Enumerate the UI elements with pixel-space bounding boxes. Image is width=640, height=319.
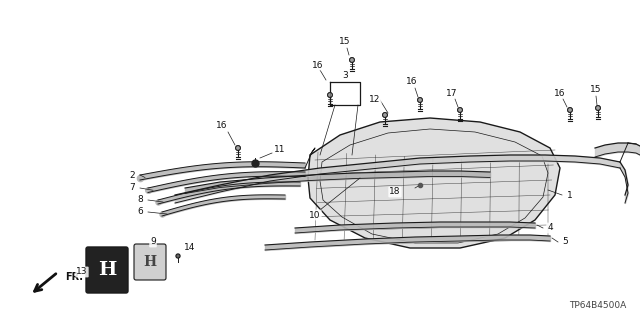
Circle shape [328,93,332,97]
Circle shape [349,58,355,63]
Text: 17: 17 [446,88,458,98]
Text: 1: 1 [567,190,573,199]
Text: 5: 5 [562,238,568,247]
Text: 10: 10 [309,211,321,219]
Text: 4: 4 [547,224,553,233]
Text: 16: 16 [312,61,324,70]
Polygon shape [308,118,560,248]
FancyBboxPatch shape [86,247,128,293]
Text: 16: 16 [406,78,418,86]
Circle shape [176,254,180,258]
Text: H: H [98,261,116,279]
Text: TP64B4500A: TP64B4500A [570,301,627,310]
Text: 18: 18 [389,188,401,197]
Text: 12: 12 [369,95,381,105]
Text: 8: 8 [137,196,143,204]
FancyBboxPatch shape [134,244,166,280]
Text: 9: 9 [150,238,156,247]
Text: FR.: FR. [65,272,83,282]
Text: 14: 14 [184,243,196,253]
Text: 3: 3 [342,70,348,79]
Circle shape [417,98,422,102]
Text: H: H [143,255,157,269]
Text: 2: 2 [129,170,135,180]
Text: 15: 15 [590,85,602,94]
Text: 6: 6 [137,207,143,217]
Text: 7: 7 [129,183,135,192]
Text: 16: 16 [216,121,228,130]
Text: 13: 13 [76,268,88,277]
Circle shape [596,106,600,110]
Circle shape [458,108,462,112]
Circle shape [236,145,241,150]
Text: 16: 16 [554,88,566,98]
Circle shape [383,113,387,117]
Text: 15: 15 [339,38,351,47]
Circle shape [568,108,572,112]
Text: 11: 11 [275,145,285,154]
